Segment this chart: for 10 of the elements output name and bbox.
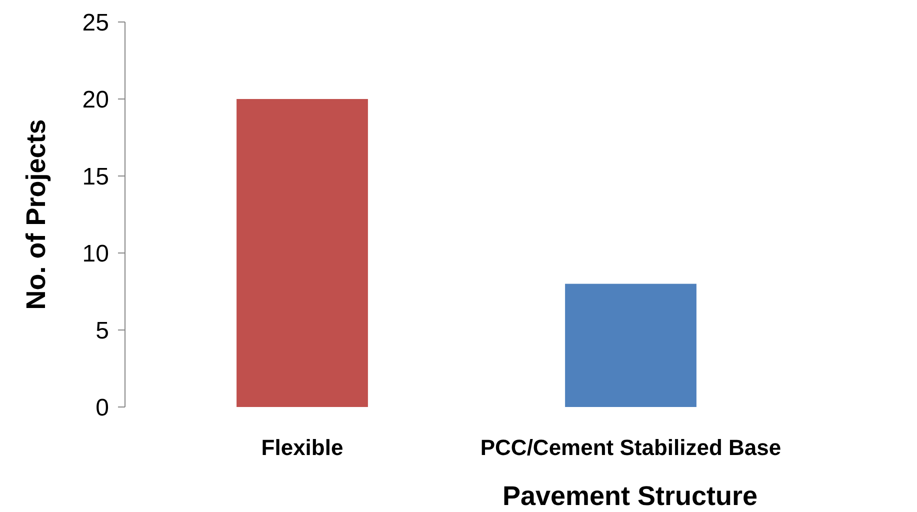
x-tick-label: Flexible [261,435,344,460]
x-tick-label: PCC/Cement Stabilized Base [480,435,782,460]
y-tick-label: 20 [82,86,109,114]
y-tick-label: 25 [82,9,109,36]
y-tick-label: 15 [82,163,109,190]
y-tick-label: 0 [96,394,109,422]
y-axis-title: No. of Projects [21,119,51,310]
y-tick-label: 10 [82,240,109,268]
x-axis-title: Pavement Structure [502,481,758,511]
y-tick-label: 5 [96,317,109,344]
